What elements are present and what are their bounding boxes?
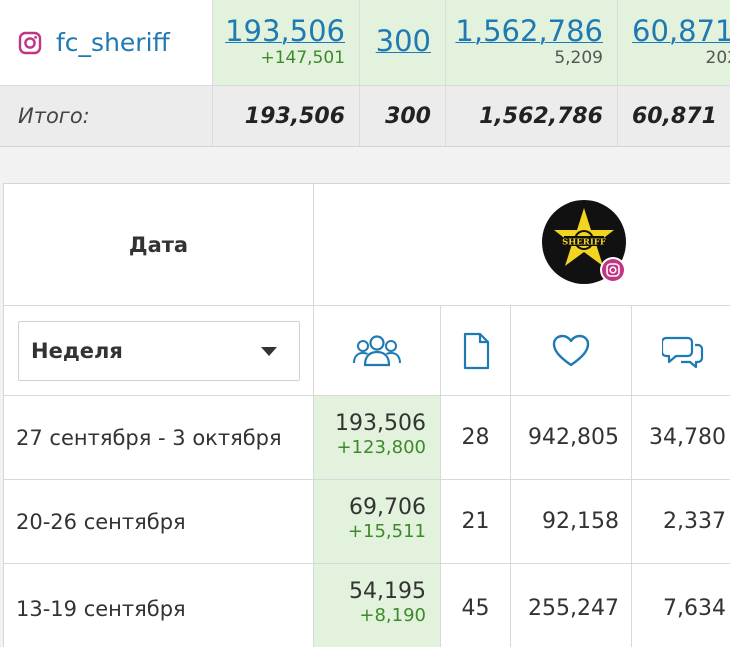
totals-posts: 300 bbox=[360, 86, 446, 146]
row-likes: 942,805 bbox=[511, 396, 632, 479]
row-followers: 54,195 +8,190 bbox=[314, 564, 441, 647]
period-select[interactable]: Неделя bbox=[18, 321, 300, 381]
followers-column-header[interactable] bbox=[314, 306, 441, 395]
likes-column-header[interactable] bbox=[511, 306, 632, 395]
heart-icon bbox=[552, 334, 590, 366]
svg-text:SHERIFF: SHERIFF bbox=[562, 238, 606, 248]
row-followers-delta: +123,800 bbox=[336, 437, 426, 458]
table-row: 20-26 сентября 69,706 +15,511 21 92,158 … bbox=[4, 480, 730, 564]
followers-delta: +147,501 bbox=[260, 48, 345, 68]
likes-avg: 5,209 bbox=[554, 48, 603, 68]
document-icon bbox=[463, 332, 489, 369]
people-icon bbox=[353, 334, 401, 366]
row-posts: 45 bbox=[441, 564, 511, 647]
row-likes: 92,158 bbox=[511, 480, 632, 563]
row-comments: 34,780 bbox=[649, 425, 726, 450]
comments-cell: 60,871 202 bbox=[618, 0, 730, 85]
row-comments: 2,337 bbox=[663, 509, 726, 534]
row-followers-delta: +8,190 bbox=[359, 605, 426, 626]
table-subheader-row: Неделя bbox=[4, 306, 730, 396]
account-avatar[interactable]: SHERIFF bbox=[542, 200, 626, 284]
followers-cell: 193,506 +147,501 bbox=[213, 0, 360, 85]
comments-link[interactable]: 60,871 bbox=[632, 14, 730, 48]
row-likes: 255,247 bbox=[511, 564, 632, 647]
comments-icon bbox=[662, 336, 704, 368]
period-select-value: Неделя bbox=[31, 339, 123, 363]
weekly-stats-table: Дата SHERIFF Неделя bbox=[3, 183, 730, 647]
row-followers-delta: +15,511 bbox=[347, 521, 426, 542]
row-followers-value: 193,506 bbox=[335, 411, 426, 436]
likes-cell: 1,562,786 5,209 bbox=[446, 0, 618, 85]
likes-link[interactable]: 1,562,786 bbox=[455, 14, 603, 48]
account-cell: fc_sheriff bbox=[0, 0, 213, 85]
row-period: 20-26 сентября bbox=[4, 480, 314, 563]
caret-down-icon bbox=[261, 346, 277, 356]
summary-table: fc_sheriff 193,506 +147,501 300 1,562,78… bbox=[0, 0, 730, 147]
row-followers-value: 54,195 bbox=[349, 579, 426, 604]
totals-comments: 60,871 bbox=[632, 104, 717, 129]
row-period: 13-19 сентября bbox=[4, 564, 314, 647]
row-posts: 28 bbox=[441, 396, 511, 479]
posts-cell: 300 bbox=[360, 0, 446, 85]
row-posts: 21 bbox=[441, 480, 511, 563]
totals-row: Итого: 193,506 300 1,562,786 60,871 bbox=[0, 86, 730, 147]
account-logo-cell: SHERIFF bbox=[314, 184, 730, 305]
date-column-header: Дата bbox=[4, 184, 314, 305]
row-followers-value: 69,706 bbox=[349, 495, 426, 520]
comments-avg: 202 bbox=[705, 48, 730, 68]
table-header-row: Дата SHERIFF bbox=[4, 184, 730, 306]
row-period: 27 сентября - 3 октября bbox=[4, 396, 314, 479]
row-followers: 193,506 +123,800 bbox=[314, 396, 441, 479]
account-name-link[interactable]: fc_sheriff bbox=[56, 28, 170, 57]
account-row: fc_sheriff 193,506 +147,501 300 1,562,78… bbox=[0, 0, 730, 86]
totals-followers: 193,506 bbox=[213, 86, 360, 146]
table-row: 13-19 сентября 54,195 +8,190 45 255,247 … bbox=[4, 564, 730, 647]
posts-column-header[interactable] bbox=[441, 306, 511, 395]
instagram-icon bbox=[18, 31, 42, 54]
row-comments: 7,634 bbox=[663, 596, 726, 621]
period-select-cell: Неделя bbox=[4, 306, 314, 395]
posts-link[interactable]: 300 bbox=[375, 24, 431, 58]
row-followers: 69,706 +15,511 bbox=[314, 480, 441, 563]
totals-label: Итого: bbox=[0, 86, 213, 146]
comments-column-header[interactable] bbox=[632, 306, 730, 395]
followers-link[interactable]: 193,506 bbox=[225, 14, 345, 48]
table-row: 27 сентября - 3 октября 193,506 +123,800… bbox=[4, 396, 730, 480]
totals-likes: 1,562,786 bbox=[446, 86, 618, 146]
